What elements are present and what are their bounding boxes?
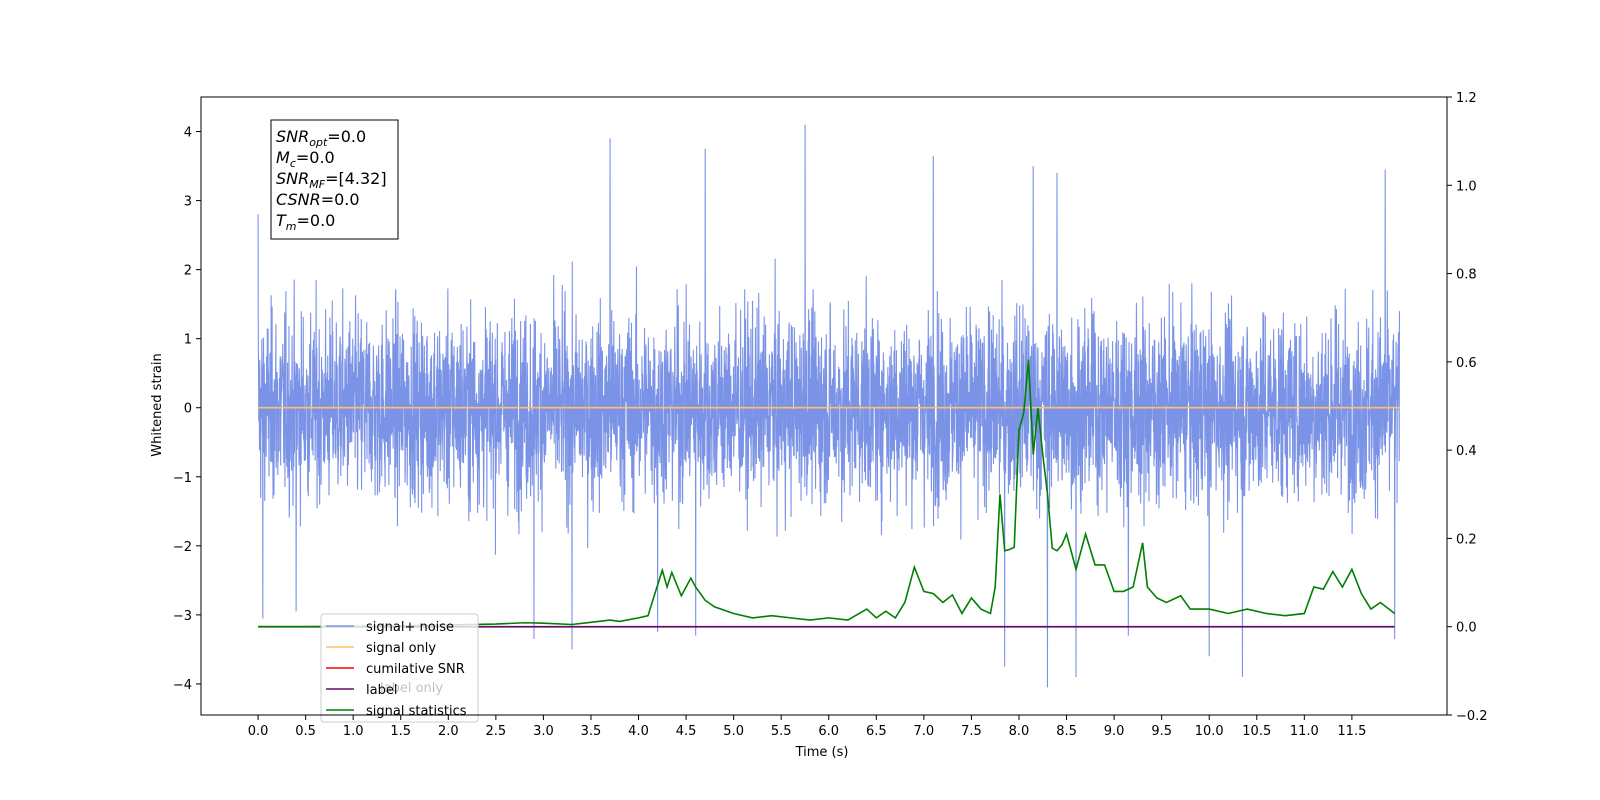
x-tick-label: 10.0 — [1195, 724, 1224, 739]
signal-statistics-line — [258, 359, 1396, 628]
info-box-line: CSNR=0.0 — [276, 190, 360, 209]
x-tick-label: 11.0 — [1290, 724, 1319, 739]
x-tick-label: 5.5 — [771, 724, 792, 739]
noise-series-line — [257, 124, 1400, 688]
info-box-line: SNRMF=[4.32] — [276, 169, 387, 191]
y-tick-label: 1 — [184, 333, 192, 348]
info-box-line: SNRopt=0.0 — [276, 127, 366, 149]
legend-entry-label: signal+ noise — [366, 620, 454, 635]
x-tick-label: 6.0 — [818, 724, 839, 739]
x-tick-label: 9.0 — [1104, 724, 1125, 739]
legend-entry-label: signal only — [366, 641, 436, 656]
x-tick-label: 1.0 — [343, 724, 364, 739]
x-tick-label: 2.0 — [438, 724, 459, 739]
y2-tick-label: 0.6 — [1456, 356, 1477, 371]
x-tick-label: 10.5 — [1242, 724, 1271, 739]
x-tick-label: 5.0 — [723, 724, 744, 739]
axes: 0.0 0.5 1.0 1.5 2.0 2.5 3.0 3.5 4.0 4.5 5.0 5.5 6.0 6… — [173, 91, 1488, 739]
x-tick-label: 0.0 — [248, 724, 269, 739]
x-tick-label: 4.0 — [628, 724, 649, 739]
y-tick-label: 4 — [184, 126, 192, 141]
y2-tick-label: 0.0 — [1456, 621, 1477, 636]
y-axis-label: Whitened strain — [150, 353, 165, 456]
y2-tick-label: 0.4 — [1456, 444, 1477, 459]
y2-tick-label: 1.2 — [1456, 91, 1477, 106]
x-tick-label: 11.5 — [1337, 724, 1366, 739]
legend-entry-label: cumilative SNR — [366, 662, 465, 677]
plot-area — [257, 124, 1400, 688]
x-tick-label: 3.0 — [533, 724, 554, 739]
info-box-line: Tm=0.0 — [276, 211, 335, 233]
legend-entry-label: signal statistics — [366, 704, 467, 719]
info-box-frame — [270, 119, 399, 240]
x-tick-label: 8.0 — [1009, 724, 1030, 739]
y-tick-label: 2 — [184, 264, 192, 279]
x-tick-label: 6.5 — [866, 724, 887, 739]
y2-tick-label: 0.8 — [1456, 268, 1477, 283]
y-tick-label: −1 — [173, 471, 192, 486]
y2-tick-label: 0.2 — [1456, 532, 1477, 547]
x-tick-label: 9.5 — [1151, 724, 1172, 739]
y2-tick-label: −0.2 — [1456, 709, 1488, 724]
x-tick-label: 2.5 — [486, 724, 507, 739]
legend-box — [320, 613, 479, 723]
y-tick-label: 3 — [184, 195, 192, 210]
x-axis-label: Time (s) — [795, 745, 849, 760]
x-tick-label: 3.5 — [581, 724, 602, 739]
x-tick-label: 7.5 — [961, 724, 982, 739]
y-tick-label: −2 — [173, 540, 192, 555]
x-tick-label: 4.5 — [676, 724, 697, 739]
legend-entry-label: label — [366, 683, 397, 698]
y-tick-label: −3 — [173, 609, 192, 624]
plot-frame — [200, 96, 1448, 716]
x-tick-label: 1.5 — [390, 724, 411, 739]
y2-tick-label: 1.0 — [1456, 179, 1477, 194]
y-tick-label: 0 — [184, 402, 192, 417]
legend: label only signal+ noise signal only cumila… — [320, 613, 479, 723]
info-box-line: Mc=0.0 — [276, 148, 335, 170]
x-tick-label: 8.5 — [1056, 724, 1077, 739]
y-tick-label: −4 — [173, 678, 192, 693]
legend-hidden-text: label only — [380, 681, 443, 696]
x-tick-label: 0.5 — [295, 724, 316, 739]
x-tick-label: 7.0 — [914, 724, 935, 739]
